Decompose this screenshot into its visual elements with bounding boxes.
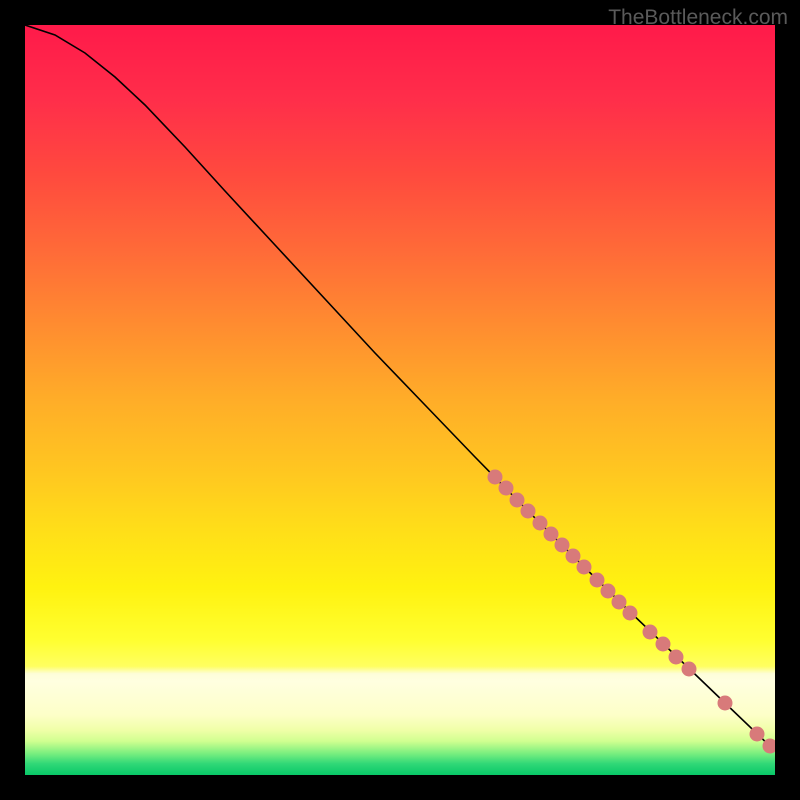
data-marker [544, 527, 559, 542]
data-marker [533, 516, 548, 531]
data-marker [555, 538, 570, 553]
data-marker [718, 696, 733, 711]
data-marker [601, 584, 616, 599]
data-marker [499, 481, 514, 496]
data-marker [669, 650, 684, 665]
data-marker [488, 470, 503, 485]
data-marker [577, 560, 592, 575]
data-marker [510, 493, 525, 508]
data-marker [566, 549, 581, 564]
watermark-text: TheBottleneck.com [608, 6, 788, 30]
data-marker [656, 637, 671, 652]
data-marker [750, 727, 765, 742]
chart-svg [25, 25, 775, 775]
data-marker [623, 606, 638, 621]
data-marker [643, 625, 658, 640]
data-marker [590, 573, 605, 588]
data-marker [612, 595, 627, 610]
data-marker [682, 662, 697, 677]
chart-plot-area [25, 25, 775, 775]
gradient-background [25, 25, 775, 775]
data-marker [521, 504, 536, 519]
